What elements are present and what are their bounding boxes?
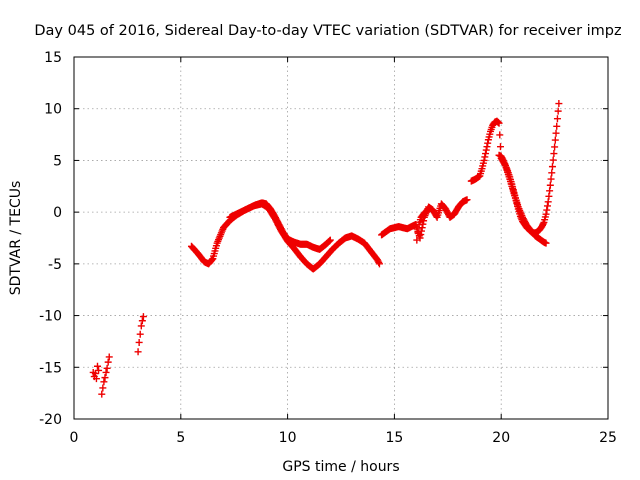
data-point-marker bbox=[546, 181, 554, 189]
series-segment-7 bbox=[413, 206, 432, 244]
data-point-marker bbox=[549, 156, 557, 164]
marks-layer bbox=[89, 100, 563, 398]
data-point-marker bbox=[551, 136, 559, 144]
data-point-marker bbox=[375, 260, 383, 268]
data-point-marker bbox=[543, 202, 551, 210]
chart-title: Day 045 of 2016, Sidereal Day-to-day VTE… bbox=[34, 23, 621, 39]
data-point-marker bbox=[422, 208, 430, 216]
data-point-marker bbox=[101, 374, 109, 382]
series-segment-6 bbox=[378, 196, 471, 242]
data-point-marker bbox=[544, 198, 552, 206]
series-segment-2 bbox=[98, 353, 113, 398]
series-segment-1 bbox=[89, 362, 103, 383]
data-point-marker bbox=[483, 143, 491, 151]
data-point-marker bbox=[482, 146, 490, 154]
y-axis-label: SDTVAR / TECUs bbox=[8, 181, 24, 296]
ticks-layer: 0 5 10 15 20 25 -20 -15 -10 -5 0 5 10 15 bbox=[39, 50, 617, 446]
data-point-marker bbox=[414, 229, 422, 237]
data-point-marker bbox=[136, 330, 144, 338]
y-tick-label: -5 bbox=[48, 257, 62, 273]
y-tick-label: 10 bbox=[44, 102, 62, 118]
grid-layer bbox=[74, 57, 608, 419]
series-segment-3 bbox=[134, 313, 147, 356]
data-point-marker bbox=[552, 129, 560, 137]
y-tick-label: -15 bbox=[39, 360, 62, 376]
series-segment-5 bbox=[226, 199, 334, 253]
data-point-marker bbox=[546, 187, 554, 195]
y-tick-label: -20 bbox=[39, 412, 62, 428]
data-point-marker bbox=[545, 192, 553, 200]
data-point-marker bbox=[553, 115, 561, 123]
data-point-marker bbox=[480, 156, 488, 164]
data-point-marker bbox=[95, 366, 103, 374]
series-segment-9 bbox=[495, 100, 563, 237]
data-point-marker bbox=[103, 364, 111, 372]
data-point-marker bbox=[92, 375, 100, 383]
data-point-marker bbox=[418, 224, 426, 232]
data-point-marker bbox=[499, 155, 507, 163]
data-point-marker bbox=[375, 258, 383, 266]
data-point-marker bbox=[539, 220, 547, 228]
data-point-marker bbox=[551, 143, 559, 151]
data-point-marker bbox=[542, 210, 550, 218]
data-point-marker bbox=[495, 119, 503, 127]
data-point-marker bbox=[553, 122, 561, 130]
x-axis-label: GPS time / hours bbox=[282, 459, 399, 475]
data-point-marker bbox=[484, 139, 492, 147]
y-tick-label: 0 bbox=[53, 205, 62, 221]
data-point-marker bbox=[134, 348, 142, 356]
data-point-marker bbox=[548, 163, 556, 171]
data-point-marker bbox=[424, 206, 432, 214]
data-point-marker bbox=[554, 107, 562, 115]
data-point-marker bbox=[208, 256, 216, 264]
data-point-marker bbox=[135, 338, 143, 346]
x-tick-label: 10 bbox=[279, 430, 297, 446]
plot-frame bbox=[73, 56, 609, 420]
y-tick-label: -10 bbox=[39, 309, 62, 325]
data-point-marker bbox=[548, 169, 556, 177]
data-point-marker bbox=[542, 239, 550, 247]
y-tick-label: 5 bbox=[53, 153, 62, 169]
data-point-marker bbox=[550, 150, 558, 158]
data-point-marker bbox=[413, 236, 421, 244]
data-point-marker bbox=[98, 390, 106, 398]
y-tick-label: 15 bbox=[44, 50, 62, 66]
data-point-marker bbox=[105, 353, 113, 361]
data-point-marker bbox=[102, 368, 110, 376]
data-point-marker bbox=[496, 143, 504, 151]
x-tick-label: 5 bbox=[176, 430, 185, 446]
x-tick-label: 25 bbox=[599, 430, 617, 446]
x-tick-label: 15 bbox=[385, 430, 403, 446]
data-point-marker bbox=[555, 100, 563, 108]
data-point-marker bbox=[326, 236, 334, 244]
data-point-marker bbox=[137, 322, 145, 330]
data-point-marker bbox=[496, 131, 504, 139]
data-point-marker bbox=[417, 227, 425, 235]
data-point-marker bbox=[91, 369, 99, 377]
x-tick-label: 0 bbox=[70, 430, 79, 446]
data-point-marker bbox=[100, 378, 108, 386]
data-point-marker bbox=[139, 313, 147, 321]
data-point-marker bbox=[547, 175, 555, 183]
data-point-marker bbox=[463, 196, 471, 204]
data-point-marker bbox=[104, 358, 112, 366]
data-point-marker bbox=[482, 150, 490, 158]
x-tick-label: 20 bbox=[492, 430, 510, 446]
data-point-marker bbox=[138, 317, 146, 325]
data-point-marker bbox=[543, 206, 551, 214]
data-point-marker bbox=[99, 384, 107, 392]
data-point-marker bbox=[423, 207, 431, 215]
data-point-marker bbox=[481, 153, 489, 161]
data-point-marker bbox=[93, 362, 101, 370]
